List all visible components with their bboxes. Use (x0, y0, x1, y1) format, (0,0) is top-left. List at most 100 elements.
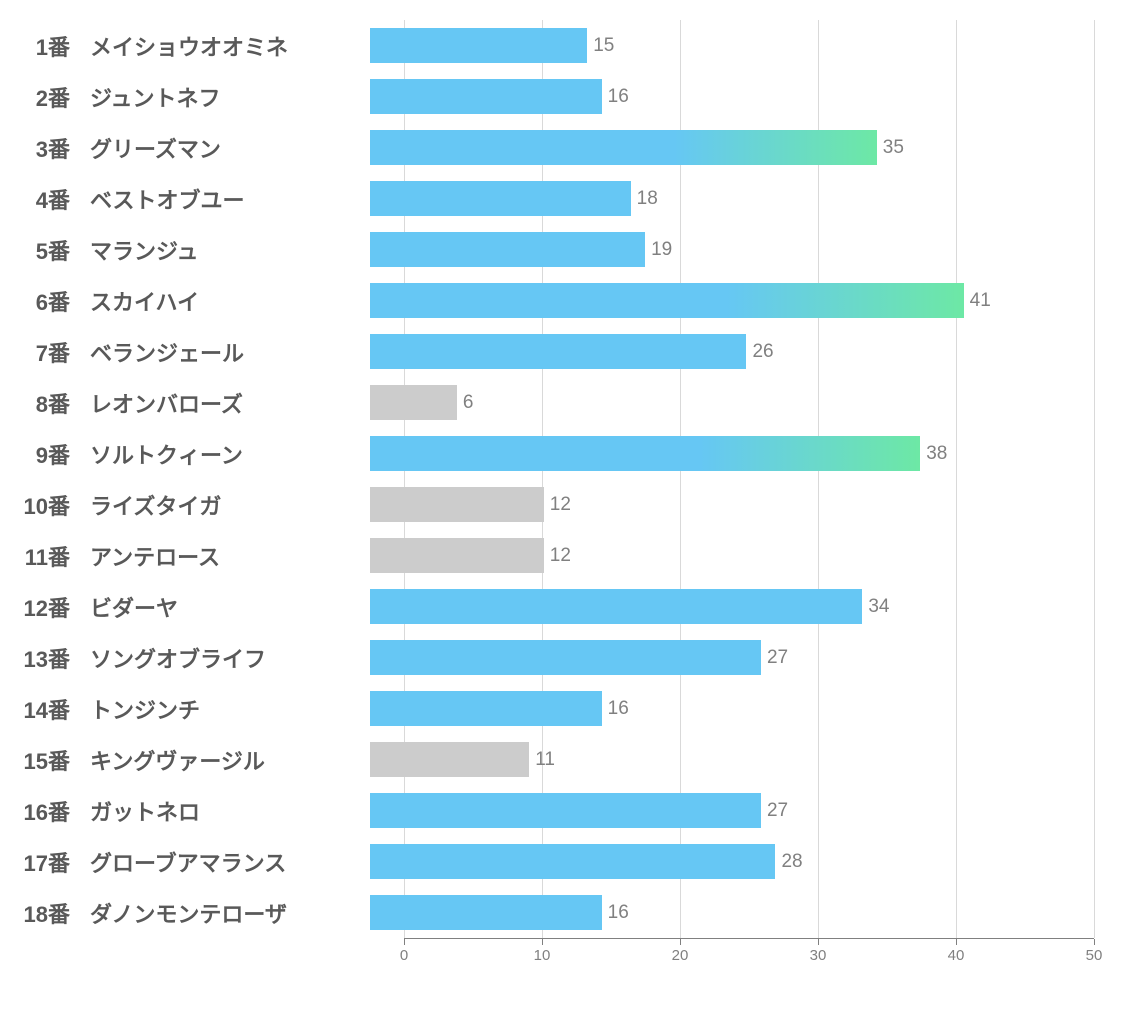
row-number-label: 1番 (0, 30, 90, 62)
bar (370, 28, 587, 63)
bar-value-label: 34 (868, 596, 889, 618)
row-number-label: 7番 (0, 336, 90, 368)
bar-area: 26 (370, 326, 1094, 377)
bar-area: 35 (370, 122, 1094, 173)
row-number-label: 16番 (0, 795, 90, 827)
bar (370, 538, 544, 573)
chart-row: 17番グローブアマランス 28 (0, 836, 1134, 887)
row-name-label: グローブアマランス (90, 846, 370, 878)
chart-row: 1番メイショウオオミネ 15 (0, 20, 1134, 71)
chart-row: 13番ソングオブライフ27 (0, 632, 1134, 683)
row-name-label: キングヴァージル (90, 744, 370, 776)
axis-tick-label: 20 (672, 947, 689, 964)
bar (370, 691, 602, 726)
row-name-label: レオンバローズ (90, 387, 370, 419)
bar-value-label: 38 (926, 443, 947, 465)
chart-row: 4番ベストオブユー18 (0, 173, 1134, 224)
chart-row: 15番キングヴァージル11 (0, 734, 1134, 785)
row-name-label: ライズタイガ (90, 489, 370, 521)
row-name-label: マランジュ (90, 234, 370, 266)
bar-value-label: 27 (767, 800, 788, 822)
bar (370, 79, 602, 114)
bar (370, 334, 746, 369)
bar-value-label: 16 (608, 698, 629, 720)
bar-value-label: 11 (535, 749, 555, 771)
row-name-label: ダノンモンテローザ (90, 897, 370, 929)
bar-value-label: 12 (550, 494, 571, 516)
axis-tick-label: 10 (534, 947, 551, 964)
chart-row: 10番ライズタイガ 12 (0, 479, 1134, 530)
bar (370, 181, 631, 216)
row-name-label: ベストオブユー (90, 183, 370, 215)
row-number-label: 3番 (0, 132, 90, 164)
bar (370, 232, 645, 267)
bar-value-label: 6 (463, 392, 474, 414)
row-number-label: 10番 (0, 489, 90, 521)
row-name-label: メイショウオオミネ (90, 30, 370, 62)
bar (370, 130, 877, 165)
bar-area: 27 (370, 632, 1094, 683)
row-number-label: 2番 (0, 81, 90, 113)
chart-row: 2番ジュントネフ 16 (0, 71, 1134, 122)
axis-tick (1094, 939, 1095, 945)
bar-area: 16 (370, 71, 1094, 122)
row-number-label: 18番 (0, 897, 90, 929)
row-name-label: トンジンチ (90, 693, 370, 725)
bar (370, 742, 529, 777)
bar-area: 38 (370, 428, 1094, 479)
chart-row: 16番ガットネロ 27 (0, 785, 1134, 836)
axis-tick-label: 40 (948, 947, 965, 964)
bar-value-label: 28 (781, 851, 802, 873)
row-name-label: グリーズマン (90, 132, 370, 164)
bar-value-label: 26 (752, 341, 773, 363)
row-name-label: アンテロース (90, 540, 370, 572)
chart-row: 5番マランジュ 19 (0, 224, 1134, 275)
chart-row: 14番トンジンチ 16 (0, 683, 1134, 734)
axis-tick-label: 30 (810, 947, 827, 964)
chart-row: 11番アンテロース12 (0, 530, 1134, 581)
bar (370, 589, 862, 624)
x-axis: 01020304050 (404, 938, 1094, 978)
row-name-label: ソルトクィーン (90, 438, 370, 470)
bar-value-label: 41 (970, 290, 991, 312)
bar-area: 16 (370, 683, 1094, 734)
axis-tick (680, 939, 681, 945)
chart-row: 7番ベランジェール 26 (0, 326, 1134, 377)
chart-row: 8番レオンバローズ 6 (0, 377, 1134, 428)
bar-value-label: 18 (637, 188, 658, 210)
bar-value-label: 15 (593, 35, 614, 57)
row-name-label: ソングオブライフ (90, 642, 370, 674)
bar-value-label: 19 (651, 239, 672, 261)
chart-row: 18番ダノンモンテローザ 16 (0, 887, 1134, 938)
bar-value-label: 16 (608, 902, 629, 924)
bar-area: 11 (370, 734, 1094, 785)
bar-area: 34 (370, 581, 1094, 632)
bar (370, 640, 761, 675)
row-name-label: スカイハイ (90, 285, 370, 317)
bar-area: 16 (370, 887, 1094, 938)
bar-area: 28 (370, 836, 1094, 887)
row-number-label: 13番 (0, 642, 90, 674)
bar (370, 793, 761, 828)
row-number-label: 6番 (0, 285, 90, 317)
row-name-label: ベランジェール (90, 336, 370, 368)
bar (370, 487, 544, 522)
row-name-label: ガットネロ (90, 795, 370, 827)
axis-tick (818, 939, 819, 945)
bar-area: 12 (370, 530, 1094, 581)
row-name-label: ジュントネフ (90, 81, 370, 113)
bar (370, 895, 602, 930)
bar-area: 12 (370, 479, 1094, 530)
row-number-label: 17番 (0, 846, 90, 878)
axis-tick (404, 939, 405, 945)
bar-value-label: 16 (608, 86, 629, 108)
horizontal-bar-chart: 1番メイショウオオミネ152番ジュントネフ163番グリーズマン354番ベストオブ… (0, 20, 1134, 990)
row-number-label: 9番 (0, 438, 90, 470)
bar-area: 6 (370, 377, 1094, 428)
row-number-label: 12番 (0, 591, 90, 623)
row-number-label: 5番 (0, 234, 90, 266)
bar-area: 18 (370, 173, 1094, 224)
row-number-label: 14番 (0, 693, 90, 725)
chart-row: 6番スカイハイ 41 (0, 275, 1134, 326)
row-number-label: 8番 (0, 387, 90, 419)
